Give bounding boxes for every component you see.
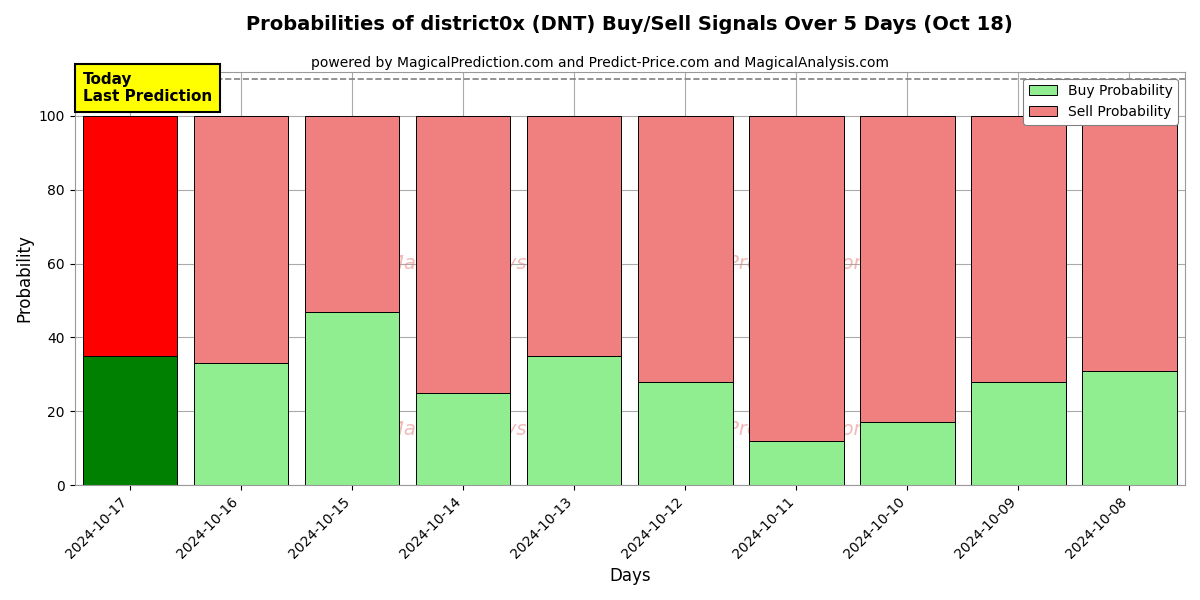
Text: MagicalAnalysis.com          MagicalPrediction.com: MagicalAnalysis.com MagicalPrediction.co… bbox=[388, 420, 872, 439]
Bar bbox=[194, 364, 288, 485]
Bar bbox=[527, 356, 622, 485]
Bar bbox=[971, 382, 1066, 485]
X-axis label: Days: Days bbox=[610, 567, 650, 585]
Title: Probabilities of district0x (DNT) Buy/Sell Signals Over 5 Days (Oct 18): Probabilities of district0x (DNT) Buy/Se… bbox=[246, 15, 1013, 34]
Bar bbox=[83, 356, 178, 485]
Y-axis label: Probability: Probability bbox=[16, 235, 34, 322]
Bar bbox=[416, 393, 510, 485]
Bar bbox=[860, 116, 955, 422]
Bar bbox=[1082, 371, 1177, 485]
Bar bbox=[194, 116, 288, 364]
Bar bbox=[527, 116, 622, 356]
Bar bbox=[860, 422, 955, 485]
Text: Today
Last Prediction: Today Last Prediction bbox=[83, 71, 212, 104]
Text: MagicalAnalysis.com          MagicalPrediction.com: MagicalAnalysis.com MagicalPrediction.co… bbox=[388, 254, 872, 273]
Bar bbox=[638, 382, 732, 485]
Legend: Buy Probability, Sell Probability: Buy Probability, Sell Probability bbox=[1024, 79, 1178, 125]
Bar bbox=[749, 441, 844, 485]
Bar bbox=[1082, 116, 1177, 371]
Bar bbox=[971, 116, 1066, 382]
Bar bbox=[416, 116, 510, 393]
Bar bbox=[638, 116, 732, 382]
Bar bbox=[83, 116, 178, 356]
Text: powered by MagicalPrediction.com and Predict-Price.com and MagicalAnalysis.com: powered by MagicalPrediction.com and Pre… bbox=[311, 56, 889, 70]
Bar bbox=[305, 311, 400, 485]
Bar bbox=[749, 116, 844, 441]
Bar bbox=[305, 116, 400, 311]
